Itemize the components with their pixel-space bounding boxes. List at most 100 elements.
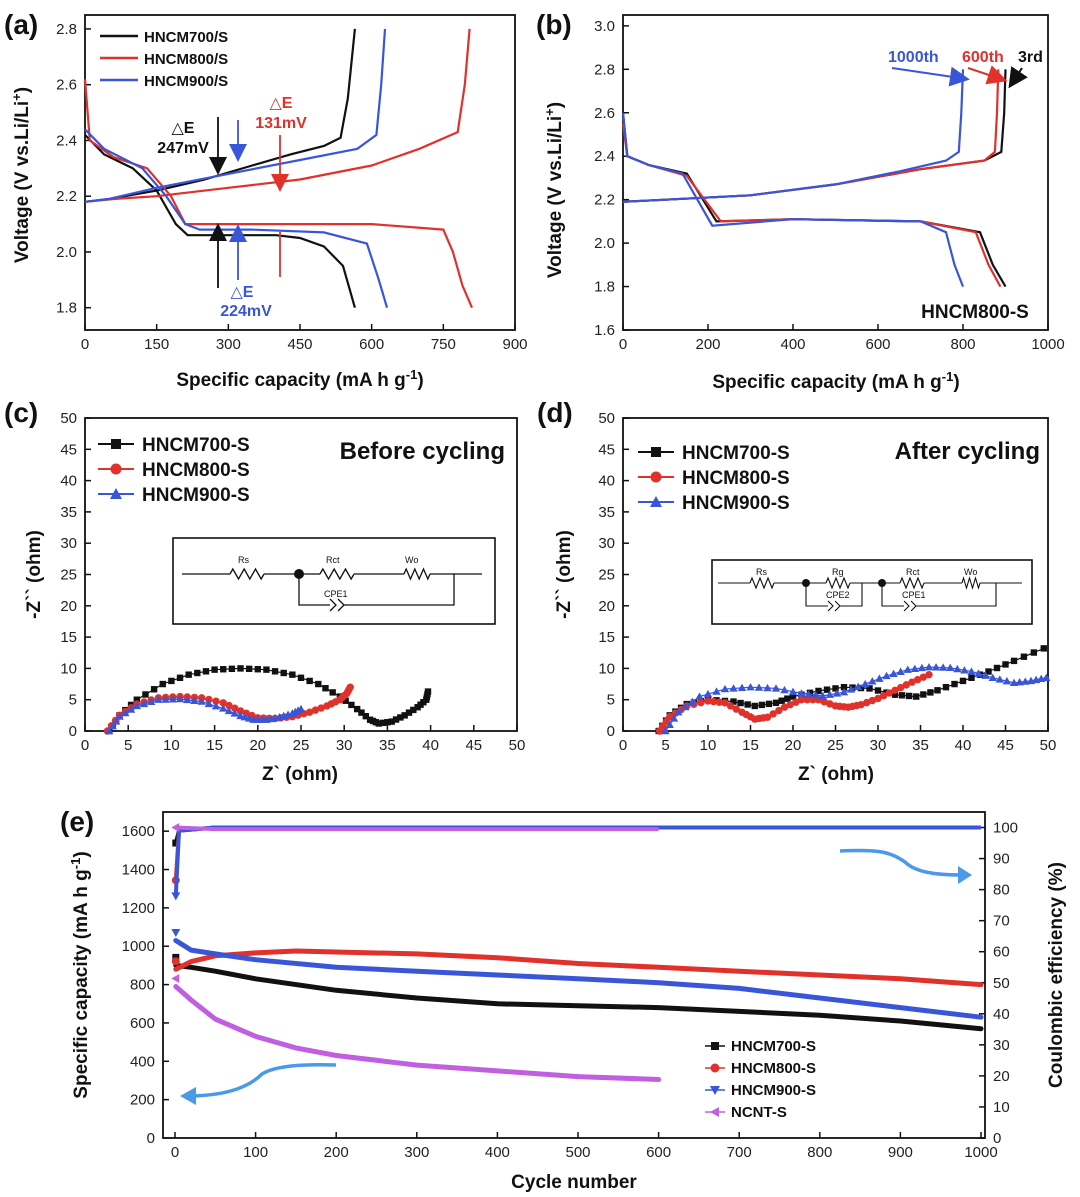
y2-axis-label: Coulombic efficiency (%) <box>1046 862 1067 1088</box>
data-point <box>231 704 239 712</box>
data-point <box>780 703 789 711</box>
data-point <box>108 722 117 730</box>
x-tick-label: 5 <box>124 737 132 754</box>
data-point <box>392 716 400 723</box>
data-point <box>818 691 827 700</box>
resistor-symbol <box>825 576 851 590</box>
y-tick-label: 2.4 <box>594 148 615 165</box>
y-tick-label: 1.6 <box>594 322 615 339</box>
data-point <box>305 708 314 716</box>
circuit-label: Rg <box>832 567 844 577</box>
data-point <box>133 696 141 703</box>
data-point <box>967 667 976 675</box>
panel-d-chart: 0 5 10 15 20 25 30 35 40 45 50 0 5 10 15 20 25 30 35 40 45 50… <box>537 397 1056 785</box>
data-point <box>732 705 741 713</box>
panel-label: (b) <box>536 9 572 40</box>
data-point <box>1002 661 1009 668</box>
y-axis-label: -Z`` (ohm) <box>554 530 575 619</box>
y-tick-label: 1.8 <box>56 300 77 317</box>
y-tick-label: 200 <box>130 1092 155 1109</box>
capacity-line <box>173 962 984 1032</box>
data-point <box>237 665 244 672</box>
circuit-label: Rs <box>756 567 767 577</box>
data-point <box>159 680 166 688</box>
data-point <box>346 683 354 691</box>
data-point <box>1042 673 1051 681</box>
data-point <box>891 686 899 695</box>
data-point <box>115 712 124 720</box>
data-point <box>896 667 905 675</box>
data-point <box>1009 678 1019 686</box>
panel-label: (e) <box>60 806 94 837</box>
data-point <box>104 726 114 735</box>
inside-label: HNCM800-S <box>921 302 1029 323</box>
data-point <box>171 892 181 901</box>
data-point <box>792 698 800 706</box>
data-point <box>784 695 791 702</box>
data-point <box>315 680 322 688</box>
data-point <box>898 692 906 699</box>
x-tick-label: 800 <box>950 336 975 353</box>
data-point <box>121 708 130 717</box>
x-tick-label: 400 <box>780 336 805 353</box>
data-point <box>730 698 737 705</box>
data-point <box>397 714 404 721</box>
data-point <box>688 697 697 705</box>
data-point <box>311 706 320 714</box>
circuit-label: Rct <box>326 555 340 565</box>
y-tick-label: 10 <box>598 660 615 677</box>
data-point <box>839 687 849 696</box>
annotation-value: 247mV <box>157 140 209 157</box>
x-tick-label: 450 <box>287 336 312 353</box>
guide-arrowhead <box>958 866 972 884</box>
data-point <box>175 694 185 703</box>
data-point <box>212 697 220 705</box>
series-line-discharge <box>84 128 389 309</box>
x-tick-label: 30 <box>336 737 353 754</box>
legend-label: HNCM900-S <box>142 485 250 506</box>
y-tick-label: 2.6 <box>56 77 77 94</box>
data-point <box>885 689 894 697</box>
data-point <box>711 1042 719 1050</box>
x-axis-label: Z` (ohm) <box>262 764 338 785</box>
data-point <box>789 693 797 700</box>
data-point <box>772 699 780 707</box>
legend-label: HNCM900-S <box>682 493 790 514</box>
circuit-box <box>711 559 1033 625</box>
y-tick-label: 2.2 <box>56 188 77 205</box>
data-point <box>358 709 365 716</box>
circuit-label: CPE2 <box>826 590 850 600</box>
data-point <box>902 681 911 689</box>
resistor-symbol <box>229 567 265 581</box>
data-point <box>862 698 871 707</box>
x-tick-label: 150 <box>144 336 169 353</box>
annotation-delta: △E <box>172 120 195 137</box>
x-axis-label: Z` (ohm) <box>798 764 874 785</box>
data-point <box>172 839 180 847</box>
data-point <box>674 708 683 716</box>
y-tick-label: 50 <box>598 410 615 427</box>
data-point <box>786 701 794 709</box>
data-point <box>379 719 387 727</box>
data-point <box>924 662 934 671</box>
x-tick-label: 40 <box>422 737 439 754</box>
y-tick-label: 35 <box>60 504 77 521</box>
panel-label: (c) <box>4 397 38 428</box>
legend-label: HNCM800-S <box>142 460 250 481</box>
data-point <box>271 668 279 675</box>
data-point <box>879 692 888 700</box>
y-tick-label: 2.4 <box>56 132 77 149</box>
data-point <box>220 666 227 673</box>
panel-b-chart: 0 200 400 600 800 1000 1.6 1.8 2.0 2.2 2.4 2.6 2.8 3.… <box>536 9 1065 393</box>
series-line-discharge <box>84 134 356 309</box>
data-point <box>204 699 214 708</box>
data-point <box>405 709 413 716</box>
series-line-discharge <box>621 112 965 287</box>
data-point <box>910 664 920 673</box>
data-point <box>362 712 369 720</box>
data-point <box>410 706 417 714</box>
data-point <box>868 677 877 685</box>
data-point <box>142 691 149 698</box>
data-point <box>168 677 175 685</box>
y-tick-label: 20 <box>60 598 77 615</box>
